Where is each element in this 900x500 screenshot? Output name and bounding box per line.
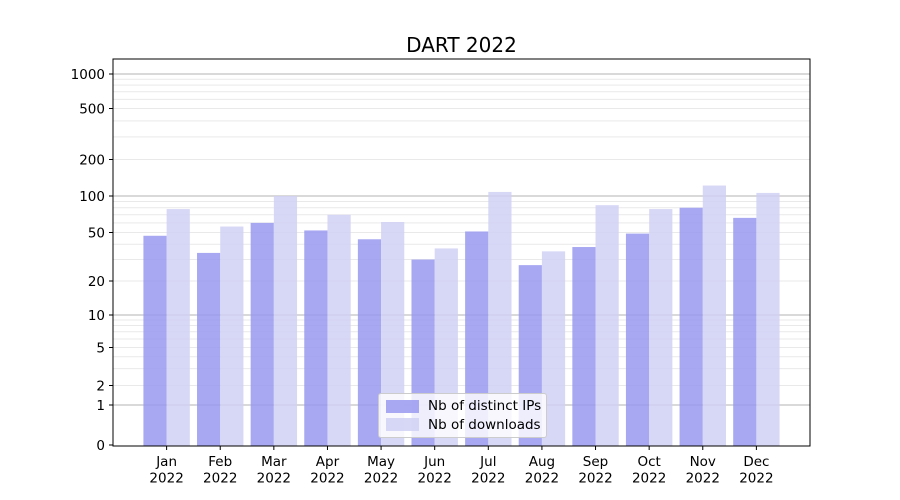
bar-dec-distinct-ips <box>733 217 757 446</box>
legend-label-distinct-ips: Nb of distinct IPs <box>428 398 542 415</box>
bar-oct-distinct-ips <box>625 233 650 446</box>
y-tick-label-50: 50 <box>88 225 105 241</box>
bar-mar-downloads <box>273 196 298 446</box>
bar-may-distinct-ips <box>357 239 382 446</box>
bar-mar-distinct-ips <box>250 222 274 446</box>
y-tick-label-200: 200 <box>79 152 105 168</box>
x-tick-label-feb: Feb <box>208 454 232 470</box>
legend-swatch-distinct-ips <box>386 399 419 413</box>
bar-aug-downloads <box>541 251 566 446</box>
legend-label-downloads: Nb of downloads <box>428 416 541 433</box>
x-tick-year-may: 2022 <box>364 471 398 487</box>
y-tick-label-5: 5 <box>96 340 105 356</box>
x-tick-year-dec: 2022 <box>739 471 773 487</box>
chart-title: DART 2022 <box>406 33 517 57</box>
x-tick-year-feb: 2022 <box>203 471 237 487</box>
x-tick-year-nov: 2022 <box>686 471 720 487</box>
legend-item-distinct-ips: Nb of distinct IPs <box>386 398 546 414</box>
bar-dec-downloads <box>756 192 780 446</box>
bar-nov-distinct-ips <box>679 207 703 446</box>
x-tick-label-dec: Dec <box>743 454 769 470</box>
bar-jan-downloads <box>166 209 190 446</box>
x-tick-label-may: May <box>367 454 395 470</box>
bar-jul-downloads <box>488 191 512 446</box>
x-tick-label-mar: Mar <box>261 454 287 470</box>
x-tick-label-sep: Sep <box>583 454 608 470</box>
bar-apr-distinct-ips <box>304 230 328 446</box>
legend-swatch-downloads <box>386 418 419 432</box>
bar-sep-downloads <box>595 205 619 446</box>
x-tick-year-sep: 2022 <box>578 471 612 487</box>
x-tick-label-nov: Nov <box>690 454 716 470</box>
x-tick-label-jul: Jul <box>479 454 496 470</box>
legend-item-downloads: Nb of downloads <box>386 417 546 433</box>
x-tick-label-apr: Apr <box>316 454 340 470</box>
bar-sep-distinct-ips <box>572 247 596 446</box>
x-tick-year-jun: 2022 <box>418 471 452 487</box>
bar-apr-downloads <box>327 214 351 446</box>
y-tick-label-0: 0 <box>96 438 105 454</box>
bar-nov-downloads <box>702 185 726 446</box>
x-tick-year-aug: 2022 <box>525 471 559 487</box>
legend: Nb of distinct IPs Nb of downloads <box>378 393 547 438</box>
axis-frame <box>112 58 811 447</box>
y-tick-label-2: 2 <box>96 378 105 394</box>
bar-feb-downloads <box>220 226 244 446</box>
bar-oct-downloads <box>649 209 673 446</box>
x-tick-label-jan: Jan <box>155 454 177 470</box>
y-tick-label-1: 1 <box>96 398 105 414</box>
x-tick-label-oct: Oct <box>637 454 660 470</box>
x-tick-label-aug: Aug <box>529 454 555 470</box>
x-tick-year-oct: 2022 <box>632 471 666 487</box>
y-tick-label-20: 20 <box>88 274 105 290</box>
y-tick-label-100: 100 <box>79 189 105 205</box>
y-tick-label-1000: 1000 <box>71 67 105 83</box>
x-tick-year-jan: 2022 <box>149 471 183 487</box>
bar-jan-distinct-ips <box>143 235 167 446</box>
y-tick-label-500: 500 <box>79 101 105 117</box>
bar-may-downloads <box>381 222 405 446</box>
x-tick-year-jul: 2022 <box>471 471 505 487</box>
bar-feb-distinct-ips <box>197 252 221 446</box>
x-tick-label-jun: Jun <box>423 454 445 470</box>
x-tick-year-mar: 2022 <box>257 471 291 487</box>
x-tick-year-apr: 2022 <box>310 471 344 487</box>
bar-jul-distinct-ips <box>465 231 489 446</box>
y-tick-label-10: 10 <box>88 308 105 324</box>
